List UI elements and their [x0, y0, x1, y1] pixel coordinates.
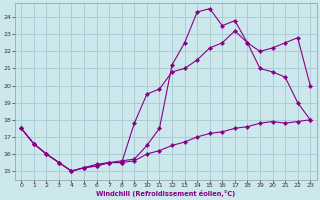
X-axis label: Windchill (Refroidissement éolien,°C): Windchill (Refroidissement éolien,°C) [96, 190, 236, 197]
